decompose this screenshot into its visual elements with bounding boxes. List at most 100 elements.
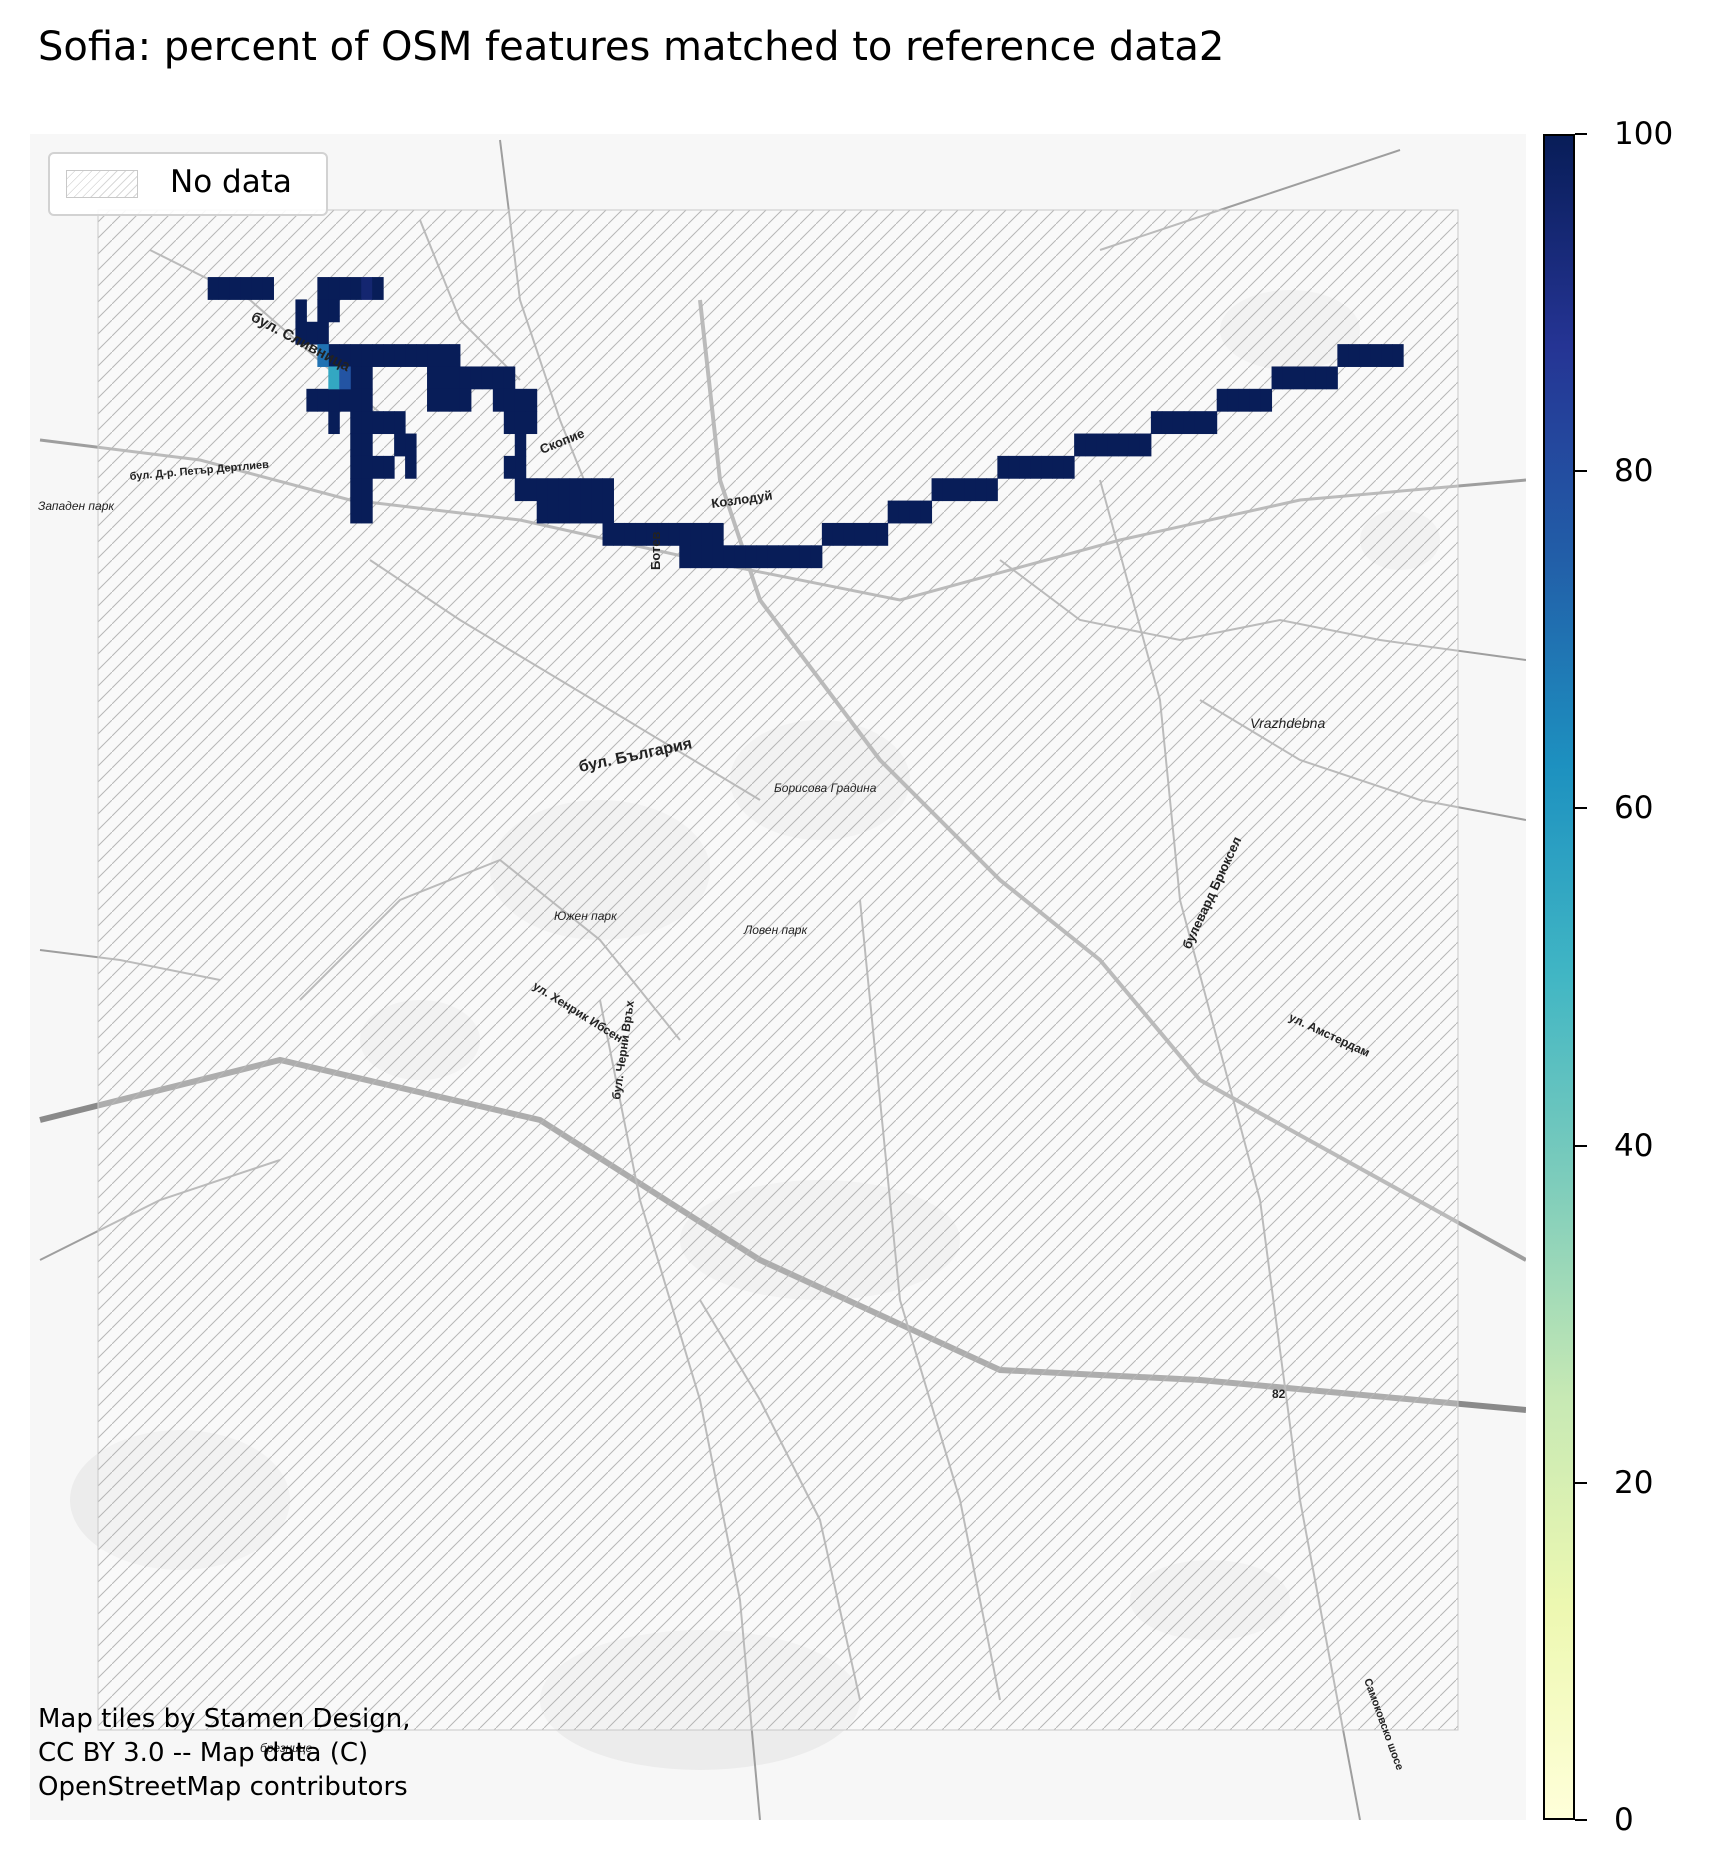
data-cell [668,522,680,546]
data-cell [975,478,987,502]
data-cell [405,344,417,367]
colorbar-tick-label: 60 [1614,790,1654,827]
data-cell [350,388,362,412]
no-data-hatch-swatch [66,170,138,198]
data-cell [339,277,351,300]
data-cell [1271,366,1284,390]
data-cell [372,277,384,300]
colorbar-tick [1575,1144,1587,1147]
data-cell [328,299,340,323]
data-cell [438,388,450,412]
data-cell [646,522,658,546]
data-cell [1107,433,1119,457]
data-cell [1227,388,1240,412]
data-cell [339,344,351,367]
data-cell [931,478,944,502]
attribution-line: OpenStreetMap contributors [38,1772,408,1802]
data-cell [361,277,373,300]
data-cell [701,545,713,569]
data-cell [218,277,231,300]
colorbar-tick [1575,1819,1587,1821]
data-cell [405,455,417,479]
data-cell [942,478,954,502]
attribution-line: CC BY 3.0 -- Map data (C) [38,1738,369,1768]
colorbar-tick [1575,1481,1587,1484]
data-cell [427,344,439,367]
data-cell [1019,455,1031,479]
data-cell [898,500,911,524]
data-cell [964,478,976,502]
data-cell [514,455,527,479]
data-cell [547,500,560,524]
data-cell [295,321,307,345]
data-cell [317,299,329,323]
data-cell [361,433,373,457]
data-cell [602,478,614,502]
data-cell [778,545,790,569]
data-cell [887,500,900,524]
data-cell [876,522,889,546]
data-cell [207,277,220,300]
data-cell [657,522,669,546]
data-cell [525,388,538,412]
map-label: Ботев [648,531,663,570]
map-label: Западен парк [38,499,115,513]
colorbar [1543,134,1575,1820]
data-cell [503,388,516,412]
data-cell [262,277,274,300]
data-cell [1161,411,1174,435]
data-cell [448,388,461,412]
data-cell [591,500,604,524]
data-cell [1041,455,1053,479]
data-cell [569,478,582,502]
data-cell [328,388,340,412]
data-cell [361,366,373,390]
data-cell [734,545,746,569]
data-cell [558,478,571,502]
data-cell [416,344,428,367]
data-cell [361,478,373,502]
legend: No data [48,152,328,216]
data-cell [317,388,329,412]
data-cell [350,366,362,390]
data-cell [701,522,713,546]
data-cell [821,522,834,546]
data-cell [525,478,538,502]
data-cell [1128,433,1141,457]
data-cell [328,344,340,367]
data-cell [1249,388,1262,412]
data-cell [1216,388,1229,412]
data-cell [854,522,867,546]
data-cell [986,478,998,502]
colorbar-tick-label: 40 [1614,1127,1654,1164]
data-cell [394,433,406,457]
data-cell [591,478,604,502]
data-cell [1315,366,1327,390]
data-cell [339,366,351,390]
data-cell [372,411,384,435]
data-cell [1381,344,1393,367]
data-cell [1096,433,1108,457]
data-cell [372,344,384,367]
data-cell [1260,388,1273,412]
data-cell [328,277,340,300]
data-cell [306,388,318,412]
data-cell [361,344,373,367]
data-cell [920,500,933,524]
data-cell [492,366,505,390]
data-cell [690,545,702,569]
data-cell [909,500,922,524]
data-cell [350,500,362,524]
data-cell [788,545,801,569]
colorbar-tick [1575,470,1587,473]
map-label: 82 [1272,1387,1286,1401]
data-cell [1282,366,1294,390]
data-cells [207,277,1404,569]
data-cell [569,500,582,524]
colorbar-tick [1575,807,1587,810]
data-cell [1030,455,1042,479]
data-cell [514,388,527,412]
data-cell [514,478,527,502]
data-cell [503,366,516,390]
